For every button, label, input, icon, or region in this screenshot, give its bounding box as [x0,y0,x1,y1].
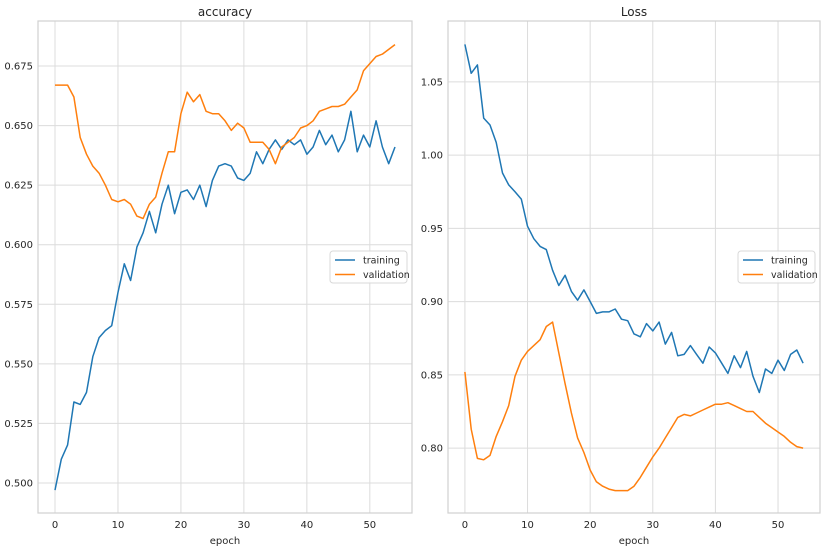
legend-label-validation: validation [363,270,410,281]
training-line [55,111,395,490]
legend-label-validation: validation [771,270,818,281]
legend-label-training: training [771,256,808,267]
x-tick-label: 50 [772,520,785,531]
x-tick-label: 0 [52,520,58,531]
y-tick-label: 0.80 [421,444,443,455]
x-tick-label: 40 [709,520,722,531]
x-tick-label: 10 [112,520,125,531]
training-line [465,44,803,392]
y-tick-label: 0.85 [421,370,443,381]
x-tick-label: 50 [363,520,376,531]
validation-line [55,45,395,219]
y-tick-label: 0.575 [4,300,33,311]
x-tick-label: 20 [175,520,188,531]
y-tick-label: 0.650 [4,121,33,132]
y-tick-label: 0.90 [421,297,443,308]
series-training [465,44,803,392]
x-tick-label: 0 [462,520,468,531]
x-tick-label: 30 [646,520,659,531]
x-tick-label: 40 [300,520,313,531]
loss-chart: 0 10 20 30 40 50 0.80 0.85 0.90 0.95 1.00 1.05 Loss… [421,5,820,547]
y-tick-label: 1.05 [421,77,443,88]
legend: training validation [330,251,410,283]
series-validation [55,45,395,219]
validation-line [465,322,803,491]
chart-title: accuracy [198,5,252,19]
accuracy-chart: 0 10 20 30 40 50 0.500 0.525 0.550 0.575 0.600 0.62… [4,5,412,547]
x-tick-label: 20 [584,520,597,531]
y-tick-label: 0.625 [4,181,33,192]
x-tick-label: 10 [521,520,534,531]
y-tick-label: 0.600 [4,240,33,251]
legend-label-training: training [363,256,400,267]
legend: training validation [738,251,818,283]
y-tick-label: 0.675 [4,62,33,73]
chart-title: Loss [621,5,647,19]
y-tick-label: 0.95 [421,224,443,235]
series-training [55,111,395,490]
x-axis-label: epoch [619,536,649,547]
x-axis-label: epoch [210,536,240,547]
y-tick-label: 0.525 [4,419,33,430]
y-tick-label: 0.500 [4,478,33,489]
series-validation [465,322,803,491]
y-tick-label: 0.550 [4,359,33,370]
y-tick-label: 1.00 [421,151,443,162]
x-tick-label: 30 [238,520,251,531]
